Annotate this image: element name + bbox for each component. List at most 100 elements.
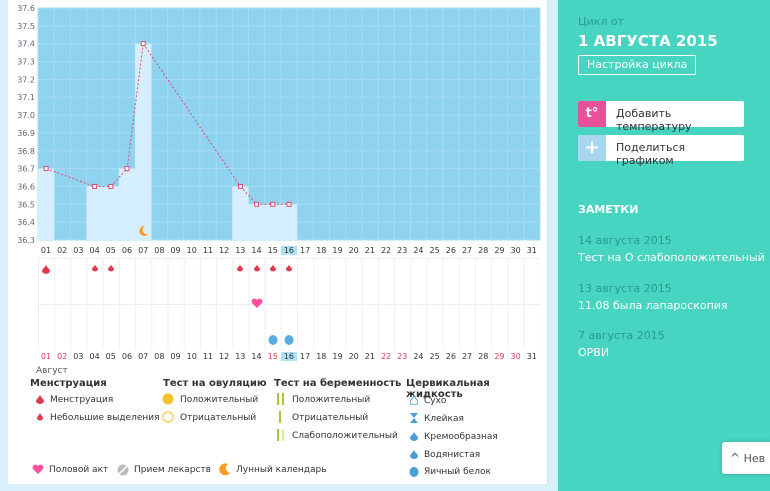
data-point <box>237 183 243 189</box>
x-bottom-label: 09 <box>170 352 181 361</box>
y-tick-label: 37.3 <box>17 58 35 67</box>
y-tick-label: 36.9 <box>17 129 35 138</box>
x-tick-label: 01 <box>40 246 52 255</box>
heart-icon <box>32 464 44 474</box>
data-bar <box>135 43 152 240</box>
ovulation-negative-icon <box>162 411 174 423</box>
legend-cervical-title: Цервикальная жидкость <box>406 378 490 400</box>
x-bottom-label: 27 <box>461 352 473 361</box>
x-bottom-label: 15 <box>267 352 278 361</box>
legend-item-sticky: Клейкая <box>424 414 464 424</box>
x-tick-label: 13 <box>235 246 246 255</box>
egg-white-icon <box>284 335 294 345</box>
drop-icon <box>36 394 44 404</box>
x-tick-label: 17 <box>300 246 311 255</box>
legend-item-spotting: Небольшие выделения <box>50 413 160 423</box>
x-tick-label: 30 <box>510 246 521 255</box>
plus-icon: + <box>578 135 606 161</box>
drop-icon <box>237 264 244 272</box>
x-tick-label: 09 <box>170 246 181 255</box>
x-tick-label: 27 <box>461 246 473 255</box>
x-tick-label: 05 <box>105 246 116 255</box>
x-tick-label: 21 <box>364 246 375 255</box>
x-tick-label: 25 <box>429 246 440 255</box>
x-bottom-label: 17 <box>300 352 311 361</box>
cycle-label: Цикл от <box>578 15 624 28</box>
x-bottom-label: 14 <box>251 352 262 361</box>
legend-item-ovulation-positive: Положительный <box>180 395 259 405</box>
legend-item-pregnancy-weak: Слабоположительный <box>292 431 398 441</box>
add-temperature-button[interactable]: t° Добавить температуру <box>578 101 744 133</box>
note-text[interactable]: ОРВИ <box>578 346 610 359</box>
legend-ovulation-title: Тест на овуляцию <box>163 378 267 389</box>
x-bottom-label: 03 <box>73 352 84 361</box>
x-tick-label: 16 <box>280 246 297 255</box>
dry-icon <box>410 395 418 405</box>
data-bar <box>280 204 298 240</box>
y-tick-label: 37.4 <box>17 40 35 49</box>
y-tick-label: 36.8 <box>17 147 35 156</box>
x-bottom-label: 18 <box>316 352 327 361</box>
heart-icon <box>251 298 263 308</box>
x-tick-label: 19 <box>332 246 343 255</box>
legend-item-dry: Сухо <box>424 396 447 406</box>
egg-white-icon <box>268 335 278 345</box>
moon-icon <box>139 225 149 236</box>
share-chart-button[interactable]: + Поделиться графиком <box>578 135 744 167</box>
data-point <box>270 201 276 207</box>
data-point <box>124 166 130 172</box>
drop-icon <box>42 264 51 274</box>
x-tick-label: 11 <box>202 246 214 255</box>
x-bottom-label: 28 <box>478 352 489 361</box>
watery-icon <box>410 449 418 459</box>
x-bottom-label: 02 <box>57 352 68 361</box>
legend-item-watery: Водянистая <box>424 450 481 460</box>
pill-icon <box>117 464 129 476</box>
data-point <box>286 201 292 207</box>
y-tick-label: 37.5 <box>17 22 35 31</box>
data-bar <box>248 204 265 240</box>
note-text[interactable]: 11.08 была лапароскопия <box>578 299 728 312</box>
x-tick-label: 12 <box>219 246 230 255</box>
x-tick-label: 18 <box>316 246 327 255</box>
x-tick-label: 08 <box>154 246 165 255</box>
egg-white-icon <box>409 467 419 477</box>
data-bar <box>118 168 136 240</box>
data-bar <box>38 168 55 240</box>
legend-item-pregnancy-negative: Отрицательный <box>292 413 369 423</box>
drop-icon <box>253 264 260 272</box>
x-bottom-label: 01 <box>40 352 52 361</box>
data-bar <box>232 186 249 240</box>
legend-item-ovulation-negative: Отрицательный <box>180 413 257 423</box>
note-text[interactable]: Тест на О слабоположительный <box>578 251 765 264</box>
markers-grid <box>38 258 540 350</box>
pregnancy-positive-icon <box>277 393 284 405</box>
share-chart-label: Поделиться графиком <box>616 141 686 167</box>
legend-item-menstruation: Менструация <box>50 395 114 405</box>
x-bottom-label: 20 <box>348 352 359 361</box>
x-bottom-label: 13 <box>235 352 246 361</box>
drop-icon <box>91 264 98 272</box>
x-tick-label: 24 <box>413 246 424 255</box>
legend-item-creamy: Кремообразная <box>424 432 498 442</box>
x-bottom-label: 29 <box>494 352 505 361</box>
x-bottom-label: 30 <box>510 352 521 361</box>
next-button[interactable]: ^ Нев <box>722 442 770 474</box>
x-bottom-label: 10 <box>186 352 197 361</box>
pregnancy-weak-icon <box>277 429 284 441</box>
legend-pregnancy-title: Тест на беременность <box>274 378 402 389</box>
x-bottom-label: 07 <box>138 352 149 361</box>
series-line <box>142 43 241 187</box>
small-drop-icon <box>37 412 43 421</box>
series-line <box>126 43 144 169</box>
legend-item-medication: Прием лекарств <box>134 465 211 475</box>
cycle-settings-button[interactable]: Настройка цикла <box>578 55 697 75</box>
y-tick-label: 37.1 <box>17 93 35 102</box>
drop-icon <box>269 264 276 272</box>
drop-icon <box>286 264 292 272</box>
x-bottom-label: 25 <box>429 352 440 361</box>
x-bottom-label: 19 <box>332 352 343 361</box>
data-bar <box>86 186 103 240</box>
creamy-icon <box>410 431 418 441</box>
y-tick-label: 37.0 <box>17 111 35 120</box>
